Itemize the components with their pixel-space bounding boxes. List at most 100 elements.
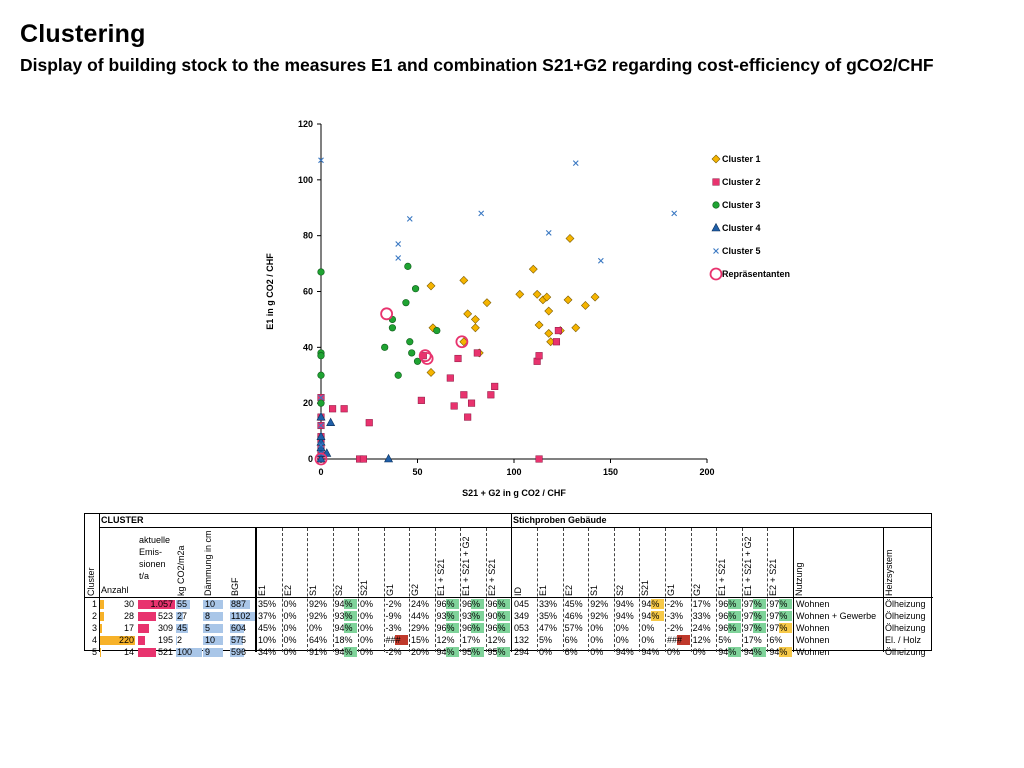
highlight-cell [778,611,792,621]
bar-daemmung [203,648,223,657]
row-anzahl: 220 [118,635,134,645]
row-sample-id: 294 [514,647,530,657]
highlight-cell [343,599,357,609]
grid-line [255,528,256,652]
row-cluster-id: 1 [91,599,97,609]
data-point-ring [314,452,328,466]
highlight-cell [445,611,459,621]
row-right-value: 17% [692,599,711,609]
row-kg-co2: 2 [177,635,183,645]
bar-kg [176,624,188,633]
row-right-value: 97% [743,599,762,609]
data-point-circle [388,324,397,332]
grid-line [383,528,385,652]
bar-emissionen [138,600,175,609]
row-anzahl: 30 [123,599,134,609]
row-right-value: 92% [590,611,609,621]
row-daemmung: 10 [205,599,216,609]
row-right-value: 6% [564,635,578,645]
bar-daemmung [203,636,223,645]
row-right-value: 94% [641,599,660,609]
highlight-cell [394,635,408,645]
legend-marker [709,267,723,281]
row-left-value: 45% [258,623,277,633]
highlight-cell [727,599,741,609]
row-right-value: 96% [718,623,737,633]
row-left-value: 17% [462,635,481,645]
data-point-ring [380,307,394,321]
y-tick-label: 60 [303,287,313,297]
data-point-diamond [544,306,554,316]
row-bgf: 575 [231,635,247,645]
bar-bgf [230,636,243,645]
grid-line [588,528,590,652]
data-point-square [359,455,368,463]
row-right-value: 17% [743,635,762,645]
data-point-square [467,399,476,407]
data-point-circle [408,349,416,357]
data-point-circle [381,343,389,351]
data-point-circle [317,371,325,379]
row-left-value: 0% [283,623,297,633]
grid-line [665,528,666,652]
grid-line [332,528,334,652]
bar-emissionen [138,636,145,645]
row-left-value: 96% [462,623,481,633]
data-point-triangle [384,453,394,463]
legend-label: Cluster 5 [722,246,761,256]
header-left-0: E1 [258,584,267,596]
data-point-diamond [482,298,492,308]
row-left-value: 93% [462,611,481,621]
highlight-cell [676,635,690,645]
header-right-1: E1 [539,584,548,596]
row-left-value: -2% [385,647,402,657]
row-cluster-id: 3 [91,623,97,633]
highlight-cell [343,647,357,657]
row-emissionen: 1.057 [150,599,173,609]
bar-emissionen [138,612,157,621]
sample-group-header: Stichproben Gebäude [513,515,607,525]
data-point-cross [395,241,402,247]
bar-kg [176,636,177,645]
data-point-square [329,405,337,413]
row-left-value: 94% [334,647,353,657]
row-left-value: 0% [360,599,374,609]
header-kg-co2: kg CO2/m2a [176,545,186,596]
data-point-cross [395,255,402,261]
header-emissionen: aktuelle Emis-sionen t/a [139,535,171,581]
row-right-value: -2% [667,599,684,609]
row-left-value: 20% [411,647,430,657]
row-left-value: 0% [360,647,374,657]
bar-bgf [230,612,255,621]
legend-marker [712,201,720,209]
row-right-value: 97% [743,611,762,621]
data-point-circle [413,357,422,365]
row-sample-id: 053 [514,623,530,633]
x-tick-label: 100 [506,467,521,477]
grid-line [460,528,461,652]
header-cluster: Cluster [86,567,96,596]
row-left-value: 91% [309,647,328,657]
header-right-5: S21 [641,579,651,596]
header-right-9: E1 + S21 + G2 [743,536,753,596]
data-point-circle [433,326,441,335]
bar-daemmung [203,624,223,633]
x-axis-label: S21 + G2 in g CO2 / CHF [462,488,566,498]
row-nutzung: Wohnen [796,635,830,645]
header-left-7: E1 + S21 [436,558,446,596]
y-tick-label: 40 [303,342,313,352]
row-emissionen: 523 [157,611,173,621]
header-right-12: Heizsystem [885,549,894,596]
y-tick-label: 120 [298,119,313,129]
bar-kg [176,600,191,609]
header-left-4: S21 [360,579,369,596]
x-tick-label: 0 [318,467,323,477]
data-point-square [340,405,348,413]
data-point-diamond [470,314,480,324]
row-left-value: 96% [462,599,481,609]
row-right-value: 0% [692,647,706,657]
row-right-value: 97% [769,623,788,633]
x-tick-label: 150 [603,467,618,477]
grid-line [716,528,718,652]
highlight-cell [650,611,664,621]
